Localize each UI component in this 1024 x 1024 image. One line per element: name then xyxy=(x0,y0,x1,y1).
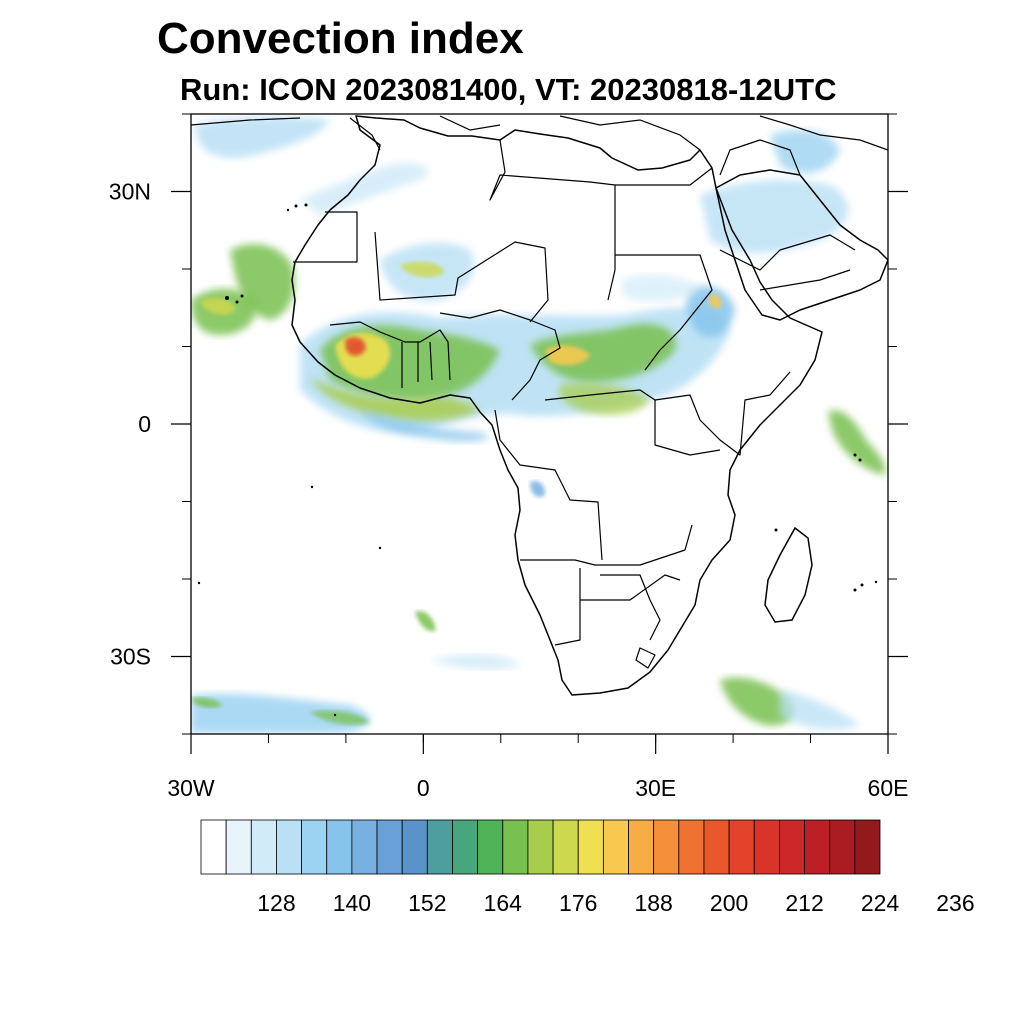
field-mozambique-channel xyxy=(720,677,794,726)
colorbar-swatch xyxy=(250,819,277,875)
field-atlantic-top xyxy=(195,116,330,159)
colorbar-swatch xyxy=(301,819,328,875)
field-mozambique-light xyxy=(780,690,860,730)
colorbar-swatch xyxy=(829,819,856,875)
field-ethiopia-core xyxy=(708,294,722,309)
colorbar-tick-label: 128 xyxy=(257,890,295,916)
europe-coastline xyxy=(191,115,888,151)
colorbar-swatch xyxy=(477,819,504,875)
field-guinea-ocean xyxy=(360,410,488,442)
colorbar-tick-label: 176 xyxy=(559,890,597,916)
country-borders xyxy=(293,139,856,669)
colorbar-tick-label: 140 xyxy=(333,890,371,916)
field-westafrica-red xyxy=(345,337,366,356)
y-tick-label: 30S xyxy=(110,644,151,670)
colorbar-swatch xyxy=(200,819,227,875)
field-south-band xyxy=(191,693,370,733)
field-south-band-green2 xyxy=(310,710,370,725)
colorbar-swatch xyxy=(753,819,780,875)
chart-subtitle: Run: ICON 2023081400, VT: 20230818-12UTC xyxy=(180,72,837,107)
colorbar-swatch xyxy=(678,819,705,875)
colorbar-swatch xyxy=(779,819,805,875)
colorbar-swatch xyxy=(577,819,604,875)
chart-title: Convection index xyxy=(157,14,524,63)
field-atlantic-south-blob xyxy=(415,611,436,632)
colorbar-tick-label: 236 xyxy=(936,890,974,916)
colorbar-swatch xyxy=(426,819,453,875)
colorbar-swatch xyxy=(653,819,680,875)
field-central-green xyxy=(530,323,676,383)
field-arabia xyxy=(700,179,849,254)
colorbar-swatch xyxy=(703,819,730,875)
colorbar-swatch xyxy=(351,819,378,875)
field-mideast xyxy=(770,130,840,174)
y-tick-label: 30N xyxy=(109,179,151,205)
x-tick-label: 30E xyxy=(635,775,676,801)
colorbar-swatch xyxy=(804,819,831,875)
convection-field xyxy=(191,116,886,733)
field-indian-ocean-east xyxy=(828,410,886,475)
field-arabia-sea xyxy=(620,274,700,302)
colorbar-tick-label: 188 xyxy=(634,890,672,916)
colorbar-swatch xyxy=(854,819,881,875)
field-sahara-yellow xyxy=(400,261,445,278)
colorbar-swatch xyxy=(225,819,252,875)
madagascar-coastline xyxy=(764,526,813,623)
x-tick-label: 0 xyxy=(417,775,430,801)
islands xyxy=(197,203,878,717)
colorbar-swatch xyxy=(728,819,755,875)
colorbar-tick-label: 200 xyxy=(710,890,748,916)
colorbar-tick-label: 212 xyxy=(785,890,823,916)
field-guinea-coast xyxy=(310,378,480,422)
field-atlantic-south-streak xyxy=(430,654,520,670)
colorbar-tick-label: 152 xyxy=(408,890,446,916)
colorbar-tick-label: 164 xyxy=(484,890,523,916)
colorbar-swatch xyxy=(452,819,479,875)
y-tick-label: 0 xyxy=(138,411,151,437)
field-congo-patch xyxy=(530,480,546,497)
africa-coastline xyxy=(291,115,823,696)
colorbar-swatch xyxy=(401,819,428,875)
colorbar-swatch xyxy=(376,819,403,875)
colorbar-swatch xyxy=(602,819,629,875)
colorbar-swatch xyxy=(276,819,302,875)
colorbar-swatch xyxy=(502,819,529,875)
colorbar-tick-label: 224 xyxy=(861,890,900,916)
field-atlantic-west-yellow xyxy=(200,297,236,315)
x-tick-label: 60E xyxy=(868,775,909,801)
field-northafrica xyxy=(300,162,429,215)
map-axes: 30W 0 30E 60E 30N 0 30S xyxy=(109,113,909,801)
colorbar-swatch xyxy=(326,819,353,875)
colorbar-swatch xyxy=(552,819,579,875)
colorbar-swatch xyxy=(527,819,554,875)
colorbar: 128 140 152 164 176 188 200 212 224 236 xyxy=(200,819,975,916)
field-ethiopia xyxy=(686,286,735,338)
field-south-band-green xyxy=(191,697,222,708)
colorbar-swatch xyxy=(628,819,655,875)
x-tick-label: 30W xyxy=(167,775,215,801)
